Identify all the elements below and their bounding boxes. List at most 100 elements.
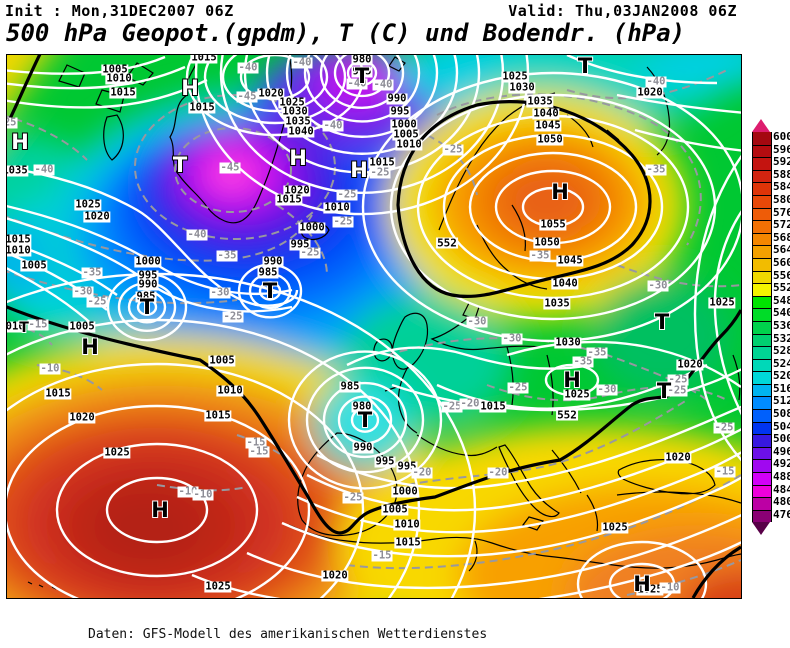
colorbar-arrow-up-icon bbox=[752, 119, 770, 132]
pressure-label: 1000 bbox=[390, 118, 418, 131]
temperature-label: -25 bbox=[336, 188, 358, 201]
colorbar-cell bbox=[753, 257, 771, 271]
pressure-label: 1005 bbox=[101, 63, 129, 76]
colorbar-cell bbox=[753, 509, 771, 523]
pressure-label: 1025 bbox=[563, 388, 591, 401]
colorbar-tick-label: 492 bbox=[773, 457, 790, 471]
valid-time-label: Valid: Thu,03JAN2008 06Z bbox=[508, 2, 737, 20]
temperature-label: -40 bbox=[237, 61, 259, 74]
colorbar-tick-label: 488 bbox=[773, 470, 790, 484]
colorbar-cell bbox=[753, 484, 771, 498]
pressure-label: 1015 bbox=[479, 400, 507, 413]
temperature-label: -15 bbox=[245, 436, 267, 449]
pressure-label: 1015 bbox=[368, 156, 396, 169]
colorbar-tick-label: 516 bbox=[773, 381, 790, 395]
pressure-label: 1020 bbox=[68, 411, 96, 424]
colorbar-tick-label: 532 bbox=[773, 331, 790, 345]
pressure-label: 990 bbox=[386, 92, 408, 105]
temperature-label: -15 bbox=[371, 549, 393, 562]
temperature-label: -20 bbox=[487, 466, 509, 479]
temperature-label: -25 bbox=[667, 373, 689, 386]
colorbar-tick-label: 572 bbox=[773, 218, 790, 232]
temperature-label: -40 bbox=[186, 228, 208, 241]
pressure-label: 1035 bbox=[284, 115, 312, 128]
pressure-center-marker: H bbox=[633, 572, 651, 596]
pressure-label: 1020 bbox=[83, 210, 111, 223]
pressure-center-marker: H bbox=[151, 498, 169, 522]
temperature-label: -35 bbox=[81, 266, 103, 279]
colorbar-cell bbox=[753, 144, 771, 158]
pressure-label: 990 bbox=[262, 255, 284, 268]
pressure-label: 1040 bbox=[551, 277, 579, 290]
temperature-label: -40 bbox=[33, 163, 55, 176]
colorbar-tick-label: 500 bbox=[773, 432, 790, 446]
footer-source-line: Daten: GFS-Modell des amerikanischen Wet… bbox=[88, 627, 488, 642]
pressure-label: 1025 bbox=[278, 96, 306, 109]
pressure-label: 1025 bbox=[74, 198, 102, 211]
colorbar-cell bbox=[753, 497, 771, 510]
pressure-label: 1010 bbox=[393, 518, 421, 531]
colorbar-tick-label: 552 bbox=[773, 281, 790, 295]
temperature-label: -25 bbox=[332, 215, 354, 228]
pressure-center-marker: H bbox=[181, 76, 199, 100]
colorbar-tick-label: 524 bbox=[773, 356, 790, 370]
pressure-label: 1010 bbox=[7, 321, 26, 333]
pressure-center-marker: T bbox=[577, 54, 593, 78]
pressure-label: 995 bbox=[289, 238, 311, 251]
colorbar-cell bbox=[753, 169, 771, 183]
colorbar-tick-label: 560 bbox=[773, 255, 790, 269]
pressure-center-marker: H bbox=[289, 146, 307, 170]
colorbar-tick-label: 576 bbox=[773, 205, 790, 219]
temperature-label: -25 bbox=[713, 421, 735, 434]
pressure-center-marker: T bbox=[354, 64, 370, 88]
pressure-label: 1030 bbox=[508, 81, 536, 94]
colorbar-legend: 600 596 592 588 584 580 576 572 568 564 560 556 552 5… bbox=[752, 119, 790, 536]
colorbar-tick-label: 512 bbox=[773, 394, 790, 408]
colorbar-cell bbox=[753, 245, 771, 258]
pressure-center-marker: T bbox=[139, 295, 155, 319]
temperature-label: -25 bbox=[666, 384, 688, 397]
pressure-label: 1015 bbox=[188, 101, 216, 114]
geopotential-height-label: 552 bbox=[556, 408, 578, 422]
colorbar-tick-label: 580 bbox=[773, 192, 790, 206]
pressure-label: 1015 bbox=[6, 233, 32, 246]
geopotential-height-label: 552 bbox=[436, 236, 458, 250]
colorbar-cell bbox=[753, 157, 771, 170]
temperature-label: -35 bbox=[216, 249, 238, 262]
pressure-label: 1020 bbox=[636, 86, 664, 99]
temperature-label: -10 bbox=[192, 488, 214, 501]
colorbar-cell bbox=[753, 434, 771, 447]
pressure-label: 985 bbox=[135, 290, 157, 303]
pressure-label: 985 bbox=[257, 266, 279, 279]
colorbar-cell bbox=[753, 333, 771, 347]
temperature-label: -25 bbox=[441, 400, 463, 413]
colorbar-tick-label: 508 bbox=[773, 407, 790, 421]
pressure-label: 990 bbox=[137, 278, 159, 291]
pressure-label: 1020 bbox=[257, 87, 285, 100]
colorbar-cell bbox=[753, 383, 771, 397]
init-time-label: Init : Mon,31DEC2007 06Z bbox=[5, 2, 234, 20]
colorbar-tick-label: 564 bbox=[773, 243, 790, 257]
temperature-label: -25 bbox=[369, 166, 391, 179]
temperature-label: -45 bbox=[236, 90, 258, 103]
pressure-label: 1040 bbox=[287, 125, 315, 138]
pressure-label: 1020 bbox=[283, 184, 311, 197]
temperature-label: -20 bbox=[459, 397, 481, 410]
temperature-label: -30 bbox=[596, 383, 618, 396]
colorbar-cell bbox=[753, 220, 771, 233]
pressure-label: 1035 bbox=[7, 165, 29, 177]
colorbar-cell bbox=[753, 459, 771, 473]
colorbar-cells bbox=[752, 132, 772, 523]
pressure-label: 1025 bbox=[636, 583, 664, 596]
temperature-label: -30 bbox=[72, 285, 94, 298]
colorbar-tick-label: 480 bbox=[773, 495, 790, 509]
pressure-label: 1025 bbox=[501, 70, 529, 83]
pressure-label: 1055 bbox=[539, 218, 567, 231]
pressure-label: 1050 bbox=[536, 133, 564, 146]
pressure-label: 1010 bbox=[395, 138, 423, 151]
colorbar-arrow-down-icon bbox=[752, 522, 770, 536]
temperature-label: -30 bbox=[501, 332, 523, 345]
temperature-label: -30 bbox=[647, 279, 669, 292]
pressure-label: 1040 bbox=[532, 107, 560, 120]
